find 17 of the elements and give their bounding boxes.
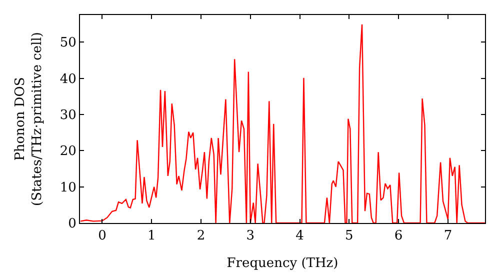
x-axis-title: Frequency (THz) [226,256,338,272]
y-tick-label: 10 [60,180,76,196]
x-tick-label: 3 [246,228,255,244]
x-tick-label: 2 [196,228,206,244]
x-tick-label: 1 [147,228,156,244]
x-tick-label: 7 [444,228,452,244]
x-tick-label: 4 [296,228,304,244]
line-series [80,24,485,223]
x-tick-label: 0 [98,228,106,244]
y-tick-label: 50 [60,36,76,51]
y-tick-label: 0 [68,216,76,232]
y-axis-title: Phonon DOS (States/THz·primitive cell) [12,32,45,206]
y-tick-label: 30 [60,108,76,124]
y-tick-label: 20 [60,144,76,160]
y-tick-label: 40 [60,72,76,87]
x-tick-label: 5 [345,228,354,244]
x-tick-label: 6 [394,228,403,244]
